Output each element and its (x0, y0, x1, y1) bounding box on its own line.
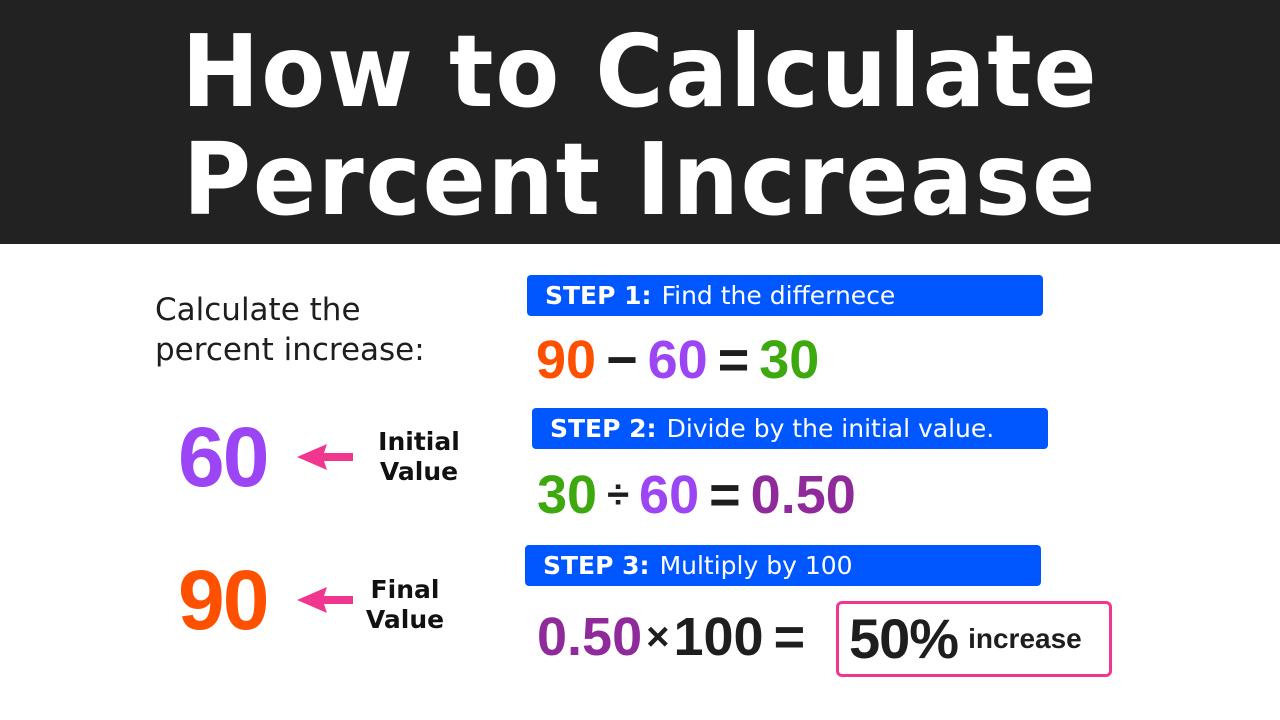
initial-value-label: Initial Value (360, 427, 478, 487)
eq3-operand-b: 100 (673, 607, 764, 667)
eq1-operand-b: 60 (647, 330, 708, 390)
multiply-sign: × (646, 615, 670, 659)
step-1-banner: STEP 1: Find the differnece (527, 275, 1043, 316)
eq2-result: 0.50 (750, 465, 856, 525)
title-line-2: Percent Increase (182, 121, 1098, 238)
step-2-equation: 30 ÷ 60 = 0.50 (537, 468, 856, 522)
result-suffix: increase (968, 623, 1082, 654)
final-result-box: 50% increase (836, 601, 1112, 677)
step-2-banner: STEP 2: Divide by the initial value. (532, 408, 1048, 449)
title-line-1: How to Calculate (181, 13, 1099, 130)
step-1-equation: 90 − 60 = 30 (536, 333, 819, 387)
initial-label-line-1: Initial (378, 427, 460, 456)
step-1-tag: STEP 1: (545, 281, 652, 310)
eq2-operand-b: 60 (639, 465, 700, 525)
arrow-left-icon (297, 444, 353, 470)
eq1-operand-a: 90 (536, 330, 597, 390)
step-3-tag: STEP 3: (543, 551, 650, 580)
result-percent: 50% (849, 607, 959, 670)
step-3-banner: STEP 3: Multiply by 100 (525, 545, 1041, 586)
equals-sign: = (709, 465, 741, 525)
step-3-text: Multiply by 100 (659, 551, 853, 580)
arrow-left-icon (297, 587, 353, 613)
minus-sign: − (606, 330, 638, 390)
prompt-line-1: Calculate the (155, 292, 361, 328)
equals-sign: = (773, 607, 806, 667)
step-3-equation: 0.50 × 100 = (537, 610, 815, 664)
prompt-line-2: percent increase: (155, 332, 425, 368)
eq3-operand-a: 0.50 (537, 607, 643, 667)
problem-prompt: Calculate the percent increase: (155, 290, 425, 370)
step-1-text: Find the differnece (661, 281, 896, 310)
eq1-result: 30 (759, 330, 820, 390)
title-banner: How to Calculate Percent Increase (0, 0, 1280, 244)
final-label-line-2: Value (365, 605, 445, 634)
equals-sign: = (717, 330, 750, 390)
step-2-text: Divide by the initial value. (666, 414, 995, 443)
final-value-label: Final Value (360, 575, 450, 635)
final-value-number: 90 (178, 553, 269, 647)
final-label-line-1: Final (370, 575, 440, 604)
initial-value-number: 60 (178, 410, 269, 504)
step-2-tag: STEP 2: (550, 414, 657, 443)
eq2-operand-a: 30 (537, 465, 598, 525)
initial-label-line-2: Value (379, 457, 459, 486)
divide-sign: ÷ (607, 473, 630, 517)
